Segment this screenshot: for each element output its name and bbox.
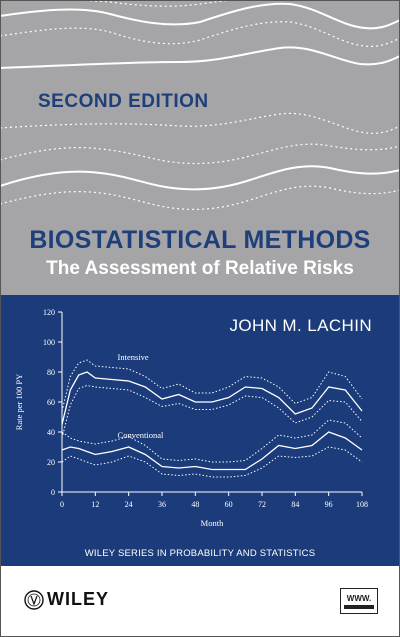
- wave-mid-solid: [0, 46, 400, 69]
- x-tick-label: 36: [158, 500, 166, 509]
- x-tick-label: 84: [291, 500, 299, 509]
- intensive-upper-bound: [61, 359, 363, 412]
- wave-low-solid: [0, 165, 400, 191]
- annotation-conventional: Conventional: [118, 430, 164, 440]
- conventional-lower-bound: [61, 446, 363, 478]
- rate-chart: 0 12 24 36 48 60 72 84 96 108 0 20 40 60 80 100 120 Mont…: [14, 308, 368, 528]
- y-tick-label: 60: [47, 398, 55, 407]
- author-name: JOHN M. LACHIN: [229, 316, 372, 335]
- x-tick-label: 48: [191, 500, 199, 509]
- annotation-intensive: Intensive: [118, 352, 149, 362]
- y-tick-label: 100: [43, 338, 55, 347]
- publisher-name: WILEY: [47, 589, 109, 609]
- edition-label: SECOND EDITION: [38, 91, 209, 112]
- publisher-logo: WILEY: [24, 589, 109, 610]
- top-panel: SECOND EDITION BIOSTATISTICAL METHODS Th…: [0, 0, 400, 295]
- y-tick-label: 20: [47, 458, 55, 467]
- wave-top-dotted-0: [20, 0, 239, 7]
- x-tick-label: 108: [356, 500, 368, 509]
- y-tick-label: 0: [51, 488, 55, 497]
- chart-series: [61, 359, 363, 478]
- wave-mid-dotted: [0, 112, 400, 134]
- bottom-panel: [0, 295, 400, 566]
- y-tick-label: 40: [47, 428, 55, 437]
- wave-top-dotted-1: [0, 21, 400, 47]
- x-tick-label: 72: [258, 500, 266, 509]
- www-badge: WWW.: [340, 588, 378, 614]
- decorative-wave-curves: [0, 0, 400, 210]
- y-axis-label: Rate per 100 PY: [14, 374, 24, 430]
- intensive-series-line: [61, 371, 363, 425]
- y-tick-label: 80: [47, 368, 55, 377]
- chart-labels: Month Rate per 100 PY Intensive Conventiona…: [14, 352, 224, 528]
- wiley-seal-icon: [24, 589, 44, 610]
- wave-top-solid: [0, 2, 400, 30]
- x-axis-label: Month: [201, 518, 224, 528]
- footer-panel: [0, 566, 400, 637]
- conventional-upper-bound: [61, 419, 363, 463]
- x-tick-label: 12: [91, 500, 99, 509]
- www-badge-text: WWW.: [347, 594, 371, 603]
- series-name: WILEY SERIES IN PROBABILITY AND STATISTI…: [84, 548, 316, 559]
- book-title: BIOSTATISTICAL METHODS: [29, 226, 371, 254]
- y-tick-label: 120: [43, 308, 55, 317]
- book-subtitle: The Assessment of Relative Risks: [46, 258, 354, 279]
- x-tick-label: 96: [325, 500, 333, 509]
- x-tick-label: 60: [225, 500, 233, 509]
- intensive-lower-bound: [61, 384, 363, 439]
- chart-axes: 0 12 24 36 48 60 72 84 96 108 0 20 40 60 80 100 120: [43, 308, 368, 509]
- x-tick-label: 0: [60, 500, 64, 509]
- wave-low-dotted-1: [0, 143, 400, 165]
- conventional-series-line: [61, 431, 363, 471]
- x-tick-label: 24: [125, 500, 133, 509]
